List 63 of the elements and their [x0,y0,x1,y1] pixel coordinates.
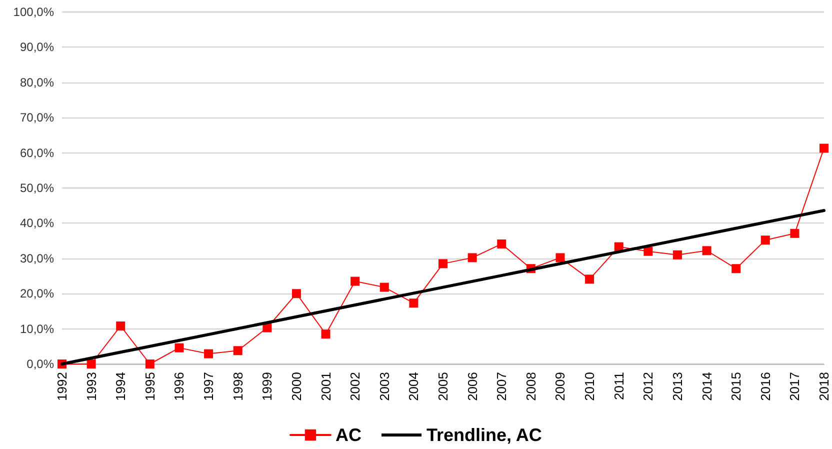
x-tick-label: 2009 [552,372,568,401]
point [292,289,301,298]
point [468,253,477,262]
x-tick-label: 2006 [464,372,480,401]
x-tick-label: 2014 [699,372,714,401]
legend-label: AC [335,425,362,445]
x-tick-label: 1993 [84,372,99,401]
point [409,298,418,308]
point [380,282,389,292]
point [702,246,712,256]
x-tick-label: 1994 [113,372,128,401]
x-tick-label: 2018 [816,372,832,401]
point [732,264,741,274]
x-tick-label: 2015 [728,372,744,401]
point [204,349,214,358]
y-tick-label: 0,0% [26,357,54,371]
point [790,228,800,238]
point [145,360,154,368]
x-tick-label: 2002 [348,372,363,401]
point [820,144,828,153]
legend-label: Trendline, AC [426,425,542,445]
y-tick-label: 90,0% [20,40,54,54]
point [672,250,682,260]
x-tick-label: 2013 [670,372,685,401]
x-tick-label: 2017 [787,372,802,401]
y-tick-label: 10,0% [20,322,54,336]
point [438,259,448,268]
point [86,360,96,368]
y-tick-label: 60,0% [20,146,54,160]
y-tick-label: 100,0% [13,5,54,19]
x-tick-label: 2008 [523,372,538,401]
x-tick-label: 1995 [142,372,158,401]
point [644,246,653,256]
x-tick-label: 2016 [758,372,773,401]
x-tick-label: 2000 [288,372,304,401]
x-tick-label: 2004 [406,372,422,401]
x-tick-label: 1998 [230,372,246,401]
y-tick-label: 40,0% [20,216,54,230]
x-tick-label: 2007 [494,372,510,401]
point [556,253,565,262]
point [233,346,242,356]
point [760,236,770,245]
x-tick-label: 1992 [54,372,70,401]
x-tick-label: 2001 [318,372,334,401]
y-tick-label: 70,0% [20,110,54,125]
point [497,239,506,248]
point [174,343,184,352]
y-tick-label: 80,0% [20,75,54,90]
x-tick-label: 2012 [640,372,656,401]
y-tick-label: 30,0% [20,251,54,266]
x-tick-label: 1997 [201,372,216,401]
x-tick-label: 2011 [611,372,626,400]
x-tick-label: 2003 [376,372,392,401]
point [321,330,330,339]
x-tick-label: 1996 [172,372,187,401]
x-tick-label: 2005 [436,372,450,401]
x-tick-label: 1999 [260,372,275,401]
point [585,274,594,284]
x-tick-label: 2010 [582,372,598,401]
y-tick-label: 50,0% [20,181,54,195]
y-tick-label: 20,0% [20,286,54,301]
point [350,276,360,286]
point [116,321,126,330]
